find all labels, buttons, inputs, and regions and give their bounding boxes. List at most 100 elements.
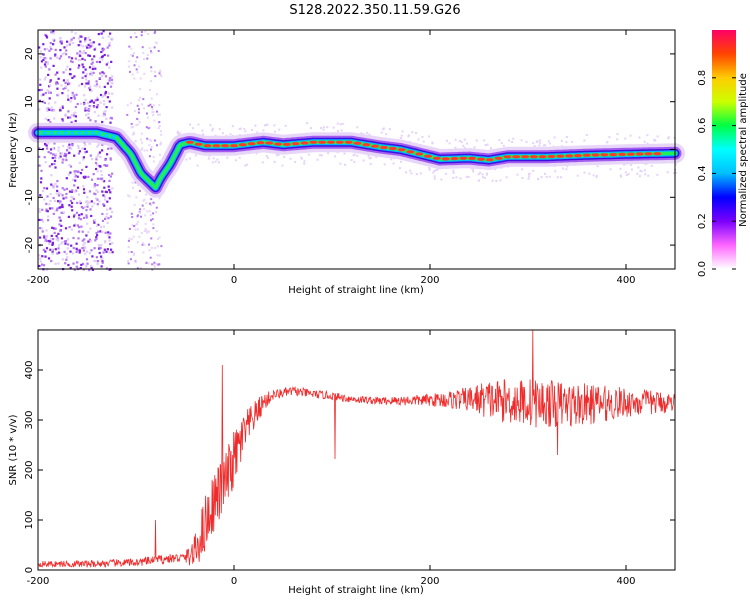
spectrogram-noise-dot [56, 87, 59, 90]
spectrogram-noise-dot [49, 237, 53, 240]
spectrogram-noise-dot [68, 56, 71, 59]
spectrogram-noise-dot [154, 30, 157, 33]
spectrogram-noise-dot [54, 262, 57, 265]
spectrogram-noise-dot [136, 223, 138, 225]
spectrogram-noise-dot [85, 214, 88, 217]
spectrogram-peak [256, 141, 265, 145]
spectrogram-noise-dot [108, 77, 112, 80]
spectrogram-noise-dot [42, 43, 45, 46]
spectrogram-noise-dot [109, 32, 112, 35]
spectrogram-peak [221, 144, 230, 148]
spectrogram-noise-dot [154, 247, 157, 249]
spectrogram-noise-dot [75, 93, 78, 96]
spectrogram-noise-dot [472, 168, 475, 171]
spectrogram-noise-dot [300, 157, 303, 160]
spectrogram-noise-dot [107, 147, 110, 150]
spectrogram-noise-dot [147, 104, 150, 107]
spectrogram-noise-dot [139, 77, 142, 80]
spectrogram-peak [203, 144, 212, 148]
spectrogram-noise-dot [81, 51, 84, 54]
spectrogram-noise-dot [98, 151, 101, 154]
spectrogram-peak [265, 141, 274, 145]
spectrogram-noise-dot [75, 265, 78, 268]
spectrogram-noise-dot [84, 151, 87, 154]
spectrogram-noise-dot [520, 139, 523, 142]
spectrogram-noise-dot [336, 122, 339, 125]
spectrogram-noise-dot [150, 204, 153, 206]
spectrogram-noise-dot [57, 194, 60, 197]
spectrogram-peak [83, 131, 89, 135]
spectrogram-noise-dot [72, 197, 75, 201]
spectrogram-noise-dot [60, 242, 63, 245]
spectrogram-noise-dot [433, 170, 436, 172]
spectrogram-noise-dot [95, 83, 99, 86]
spectrogram-noise-dot [138, 108, 140, 111]
spectrogram-noise-dot [93, 260, 96, 263]
spectrogram-noise-dot [70, 57, 74, 60]
spectrogram-noise-dot [95, 163, 99, 166]
spectrogram-noise-dot [131, 181, 134, 184]
spectrogram-noise-dot [88, 54, 91, 57]
spectrogram-noise-dot [454, 146, 457, 149]
spectrogram-noise-dot [84, 246, 87, 250]
spectrogram-noise-dot [142, 52, 145, 54]
spectrogram-noise-dot [45, 36, 49, 39]
spectrogram-noise-dot [553, 136, 556, 139]
spectrogram-noise-dot [44, 65, 47, 68]
spectrogram-noise-dot [140, 31, 143, 33]
spectrogram-noise-dot [344, 163, 347, 166]
spectrogram-noise-dot [148, 47, 151, 50]
spectrogram-noise-dot [145, 193, 147, 196]
spectrogram-noise-dot [334, 155, 337, 158]
spectrogram-noise-dot [75, 211, 79, 214]
spectrogram-noise-dot [91, 58, 94, 61]
spectrogram-noise-dot [150, 66, 153, 69]
spectrogram-noise-dot [71, 252, 74, 255]
spectrogram-noise-dot [79, 267, 82, 270]
spectrogram-noise-dot [109, 175, 112, 178]
spectrogram-noise-dot [191, 127, 194, 130]
spectrogram-noise-dot [41, 230, 44, 233]
spectrogram-noise-dot [61, 119, 65, 122]
spectrogram-noise-dot [74, 32, 77, 35]
spectrogram-y-tick-label: 10 [24, 95, 35, 108]
spectrogram-noise-dot [454, 138, 457, 141]
spectrogram-noise-dot [138, 99, 140, 102]
spectrogram-noise-dot [44, 91, 47, 95]
spectrogram-noise-dot [367, 155, 370, 158]
spectrogram-noise-dot [154, 70, 156, 73]
spectrogram-noise-dot [383, 163, 386, 166]
spectrogram-noise-dot [44, 250, 47, 253]
spectrogram-noise-dot [98, 43, 101, 46]
spectrogram-noise-dot [83, 176, 86, 179]
spectrogram-noise-dot [90, 73, 94, 77]
spectrogram-noise-dot [157, 50, 160, 52]
spectrogram-noise-dot [79, 40, 82, 43]
spectrogram-noise-dot [100, 170, 103, 173]
spectrogram-noise-dot [477, 179, 480, 182]
spectrogram-noise-dot [463, 146, 466, 149]
spectrogram-noise-dot [339, 162, 342, 165]
spectrogram-noise-dot [90, 249, 93, 252]
spectrogram-noise-dot [83, 49, 86, 52]
spectrogram-noise-dot [507, 139, 510, 142]
spectrogram-noise-dot [153, 261, 156, 264]
spectrogram-noise-dot [77, 66, 80, 69]
spectrogram-noise-dot [134, 224, 137, 227]
spectrogram-noise-dot [38, 210, 41, 213]
spectrogram-noise-dot [667, 136, 670, 139]
spectrogram-noise-dot [95, 158, 98, 161]
spectrogram-noise-dot [60, 211, 63, 214]
spectrogram-noise-dot [48, 242, 51, 245]
spectrogram-noise-dot [152, 223, 155, 226]
spectrogram-noise-dot [57, 191, 60, 194]
spectrogram-noise-dot [47, 142, 50, 145]
spectrogram-noise-dot [128, 237, 131, 240]
spectrogram-noise-dot [47, 257, 51, 260]
spectrogram-noise-dot [39, 78, 42, 81]
spectrogram-noise-dot [67, 173, 70, 176]
snr-y-ticks: 0 100 200 300 400 [24, 360, 675, 573]
spectrogram-noise-dot [566, 165, 569, 168]
spectrogram-noise-dot [71, 94, 74, 97]
spectrogram-noise-dot [45, 247, 49, 250]
